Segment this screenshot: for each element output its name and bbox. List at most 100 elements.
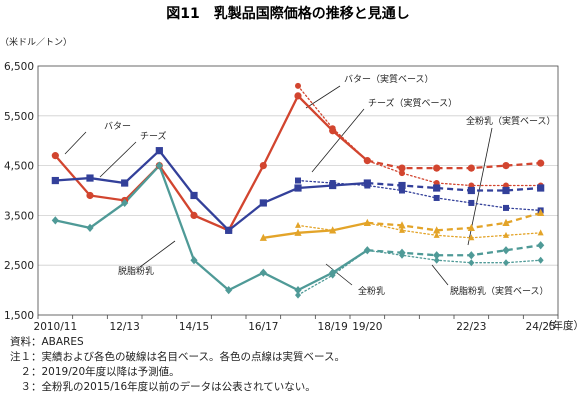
data-point <box>294 184 302 192</box>
annotation-label: 脱脂粉乳 <box>118 265 154 277</box>
data-point <box>155 147 163 155</box>
data-point <box>502 246 510 255</box>
y-tick-label: 6,500 <box>4 61 34 73</box>
data-point <box>433 226 441 234</box>
series-line-forecast <box>367 159 541 170</box>
data-point <box>190 211 198 219</box>
data-point <box>259 233 267 241</box>
data-point <box>121 198 129 208</box>
data-point <box>503 259 509 267</box>
note-2: ２：2019/20年度以降は予測値。 <box>10 366 180 378</box>
x-axis-label: （年度） <box>542 319 577 332</box>
y-axis-label: （米ドル／トン） <box>0 36 72 48</box>
data-point <box>259 199 267 207</box>
data-point <box>329 226 336 233</box>
x-tick-label: 24/25 <box>526 321 556 333</box>
data-point <box>225 286 233 295</box>
data-point <box>433 251 441 260</box>
series-line-real <box>297 85 542 187</box>
series-line <box>55 148 368 232</box>
data-point <box>294 286 302 295</box>
annotation-label: 脱脂粉乳（実質ベース） <box>450 285 549 297</box>
y-tick-label: 4,500 <box>4 161 34 173</box>
series-line <box>55 163 368 292</box>
series-line <box>263 221 368 239</box>
data-point <box>537 159 545 167</box>
annotation-leader <box>64 131 87 155</box>
annotation-label: バター（実質ベース） <box>344 73 434 85</box>
data-point <box>433 231 440 238</box>
annotation-leader <box>325 263 353 286</box>
series-line <box>54 93 369 232</box>
x-tick-label: 16/17 <box>248 321 278 333</box>
note-3: ３：全粉乳の2015/16年度以前のデータは公表されていない。 <box>10 381 316 393</box>
data-point <box>294 92 302 100</box>
data-point <box>467 186 475 195</box>
data-point <box>502 218 510 226</box>
data-point <box>51 176 59 185</box>
data-point <box>51 216 59 225</box>
data-point <box>295 177 301 184</box>
data-point <box>329 271 336 279</box>
data-point <box>433 194 440 201</box>
data-point <box>433 256 440 264</box>
data-point <box>503 231 509 238</box>
data-point <box>259 268 267 277</box>
data-point <box>398 164 406 172</box>
data-point <box>364 219 371 226</box>
plot-frame <box>37 65 559 316</box>
series-line-real <box>297 179 542 212</box>
x-tick-label: 12/13 <box>110 321 140 333</box>
data-point <box>537 208 545 217</box>
data-point <box>364 157 371 164</box>
y-tick-label: 5,500 <box>4 111 34 123</box>
data-point <box>537 256 544 264</box>
annotation-label: バター <box>104 121 131 132</box>
data-point <box>467 223 475 231</box>
data-point <box>399 187 405 194</box>
y-tick-label: 2,500 <box>4 260 34 272</box>
annotation-label: チーズ（実質ベース） <box>368 97 457 109</box>
data-point <box>398 181 406 190</box>
annotation-leader <box>99 141 137 178</box>
data-point <box>51 152 59 160</box>
series-line-forecast <box>367 211 541 232</box>
data-point <box>295 82 301 89</box>
data-point <box>294 228 302 236</box>
x-tick-label: 18/19 <box>318 321 348 333</box>
series-line-real <box>297 249 542 296</box>
data-point <box>364 246 371 254</box>
data-point <box>433 184 441 192</box>
data-point <box>537 241 545 250</box>
data-point <box>190 191 198 200</box>
data-point <box>502 186 510 195</box>
data-point <box>537 184 545 192</box>
annotation-label: 全粉乳（実質ベース） <box>466 115 556 127</box>
annotation-leader <box>139 240 176 268</box>
annotation-leader <box>311 108 365 173</box>
series-line-forecast <box>367 181 541 192</box>
data-point <box>537 229 544 236</box>
data-point <box>86 223 94 232</box>
data-point <box>398 221 406 229</box>
x-tick-label: 2010/11 <box>34 321 78 333</box>
x-tick-label: 22/23 <box>456 321 486 333</box>
y-tick-label: 1,500 <box>4 310 34 322</box>
data-point <box>468 199 475 206</box>
data-point <box>86 174 94 182</box>
data-point <box>503 204 509 211</box>
data-point <box>399 251 405 259</box>
annotation-label: チーズ <box>140 130 167 142</box>
data-point <box>399 170 405 177</box>
annotation-leader <box>305 85 341 109</box>
x-tick-label: 19/20 <box>352 321 382 333</box>
data-point <box>329 180 336 187</box>
data-point <box>468 234 475 241</box>
data-point <box>433 164 441 172</box>
data-point <box>155 161 163 170</box>
note-1: 注１：実績および各色の破線は名目ベース。各色の点線は実質ベース。 <box>10 351 345 363</box>
data-point <box>399 226 405 233</box>
series-line-forecast <box>367 244 541 257</box>
x-tick-label: 14/15 <box>179 321 209 333</box>
data-point <box>364 182 371 189</box>
